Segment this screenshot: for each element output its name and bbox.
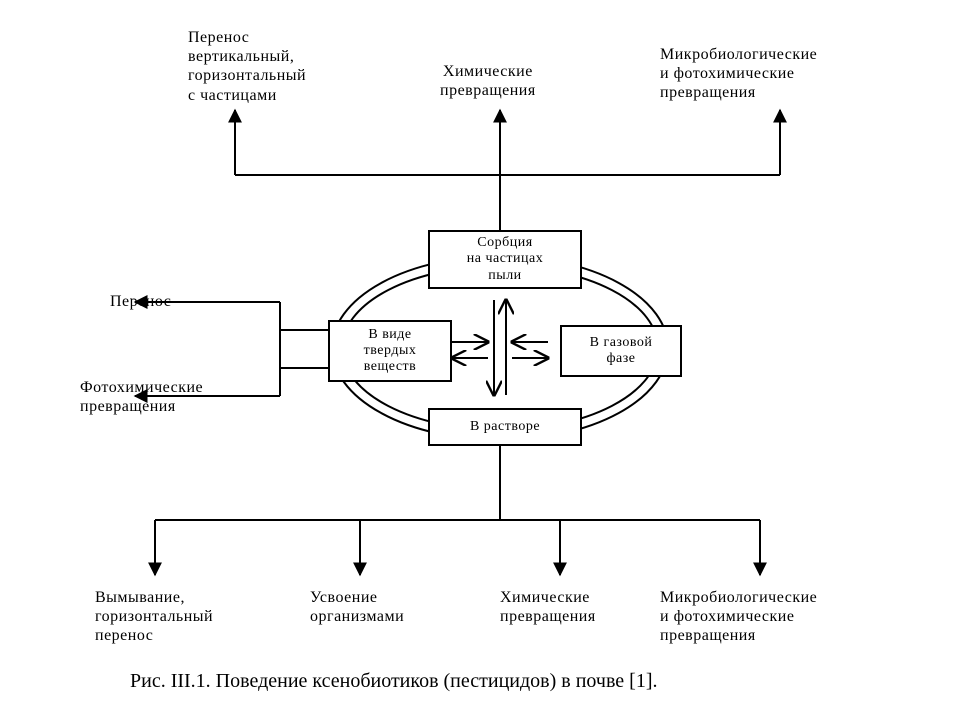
bottom-label-1: Вымывание, горизонтальный перенос	[95, 588, 213, 646]
top-label-left: Перенос вертикальный, горизонтальный с ч…	[188, 28, 306, 105]
box-right: В газовой фазе	[560, 325, 682, 377]
diagram-canvas: { "type": "flowchart", "background_color…	[0, 0, 960, 720]
box-bottom: В растворе	[428, 408, 582, 446]
bottom-label-3: Химические превращения	[500, 588, 596, 626]
bottom-label-4: Микробиологические и фотохимические прев…	[660, 588, 817, 646]
top-label-mid: Химические превращения	[440, 62, 536, 100]
box-left: В виде твердых веществ	[328, 320, 452, 382]
box-top: Сорбция на частицах пыли	[428, 230, 582, 289]
top-label-right: Микробиологические и фотохимические прев…	[660, 45, 817, 103]
left-label-lower: Фотохимические превращения	[80, 378, 203, 416]
figure-caption: Рис. III.1. Поведение ксенобиотиков (пес…	[130, 670, 657, 693]
bottom-label-2: Усвоение организмами	[310, 588, 404, 626]
left-label-upper: Перенос	[110, 292, 171, 311]
